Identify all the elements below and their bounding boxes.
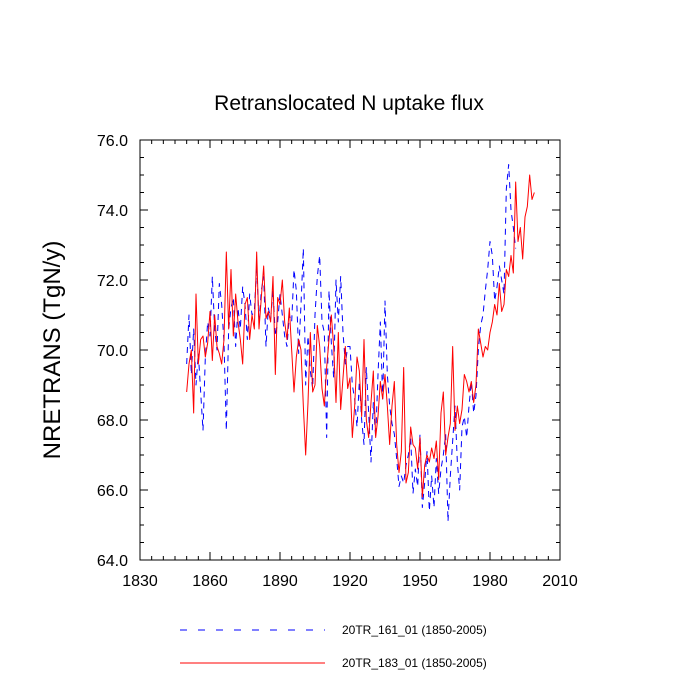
x-tick-label: 1890 — [262, 573, 298, 590]
x-tick-label: 1920 — [332, 573, 368, 590]
plot-area — [186, 164, 535, 522]
legend-label-0: 20TR_161_01 (1850-2005) — [342, 623, 487, 637]
x-tick-label: 2010 — [542, 573, 578, 590]
x-tick-label: 1980 — [472, 573, 508, 590]
plot-frame — [139, 139, 561, 561]
y-tick-label: 70.0 — [97, 343, 128, 360]
axes: 1830 1860 1890 1920 1950 1980 2010 64.0 66.0 68.0… — [97, 133, 578, 590]
y-tick-label: 68.0 — [97, 413, 128, 430]
legend: 20TR_161_01 (1850-2005) 20TR_183_01 (1850… — [180, 623, 487, 670]
chart-title: Retranslocated N uptake flux — [214, 92, 484, 115]
y-tick-label: 64.0 — [97, 553, 128, 570]
series-line-0 — [186, 164, 517, 522]
x-tick-label: 1830 — [122, 573, 158, 590]
y-tick-label: 76.0 — [97, 133, 128, 150]
series-line-1 — [186, 174, 535, 498]
y-axis-label: NRETRANS (TgN/y) — [39, 241, 66, 460]
legend-label-1: 20TR_183_01 (1850-2005) — [342, 656, 487, 670]
y-tick-label: 66.0 — [97, 483, 128, 500]
x-tick-label: 1860 — [192, 573, 228, 590]
y-tick-label: 72.0 — [97, 273, 128, 290]
x-tick-label: 1950 — [402, 573, 438, 590]
y-tick-label: 74.0 — [97, 203, 128, 220]
